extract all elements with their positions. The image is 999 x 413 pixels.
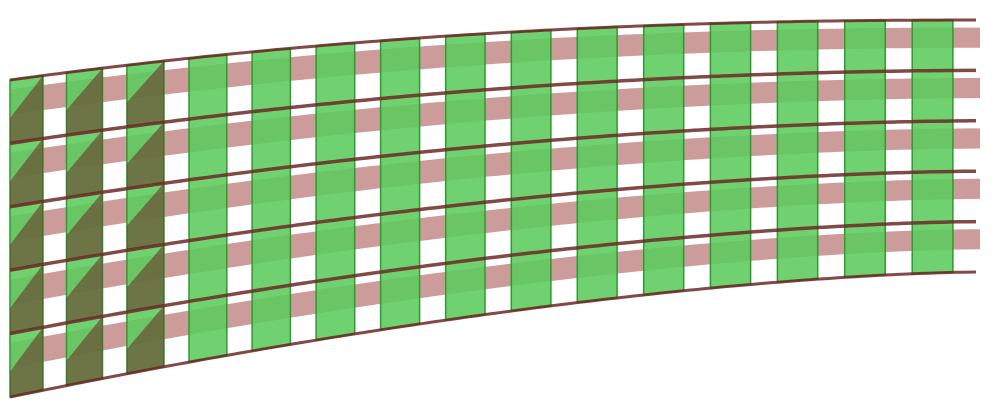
column-shade [10,75,43,144]
mesh-column [379,37,421,331]
column-shade [66,316,103,386]
column-shade [126,305,164,374]
mesh-column [188,53,228,364]
mesh-column [315,41,356,342]
mesh-column [776,20,819,284]
column-shade [10,201,43,271]
column-shade [10,327,43,397]
mesh-column [709,21,752,289]
layer-line [9,219,977,336]
mesh-column [251,47,292,352]
mesh-column [510,29,552,312]
layer-line [9,270,977,399]
layer-line [9,169,977,272]
column-shade [10,264,43,334]
column-shade [126,244,164,313]
layer-lines [9,18,977,399]
layer-line [9,18,976,82]
mesh-column [642,23,685,296]
column-shade [126,122,164,189]
column-shade [66,68,103,136]
mesh-column [843,19,886,279]
mesh-column [911,19,954,275]
column-shade [126,183,164,251]
column-shade [10,138,43,207]
column-shade [66,130,103,198]
column-shade [66,192,103,261]
mesh-column [444,32,486,321]
layer-line [9,119,976,209]
mesh-column [576,26,618,304]
column-shade [66,254,103,323]
green-columns [9,19,954,398]
column-shade [126,61,164,127]
layer-line [9,68,976,146]
